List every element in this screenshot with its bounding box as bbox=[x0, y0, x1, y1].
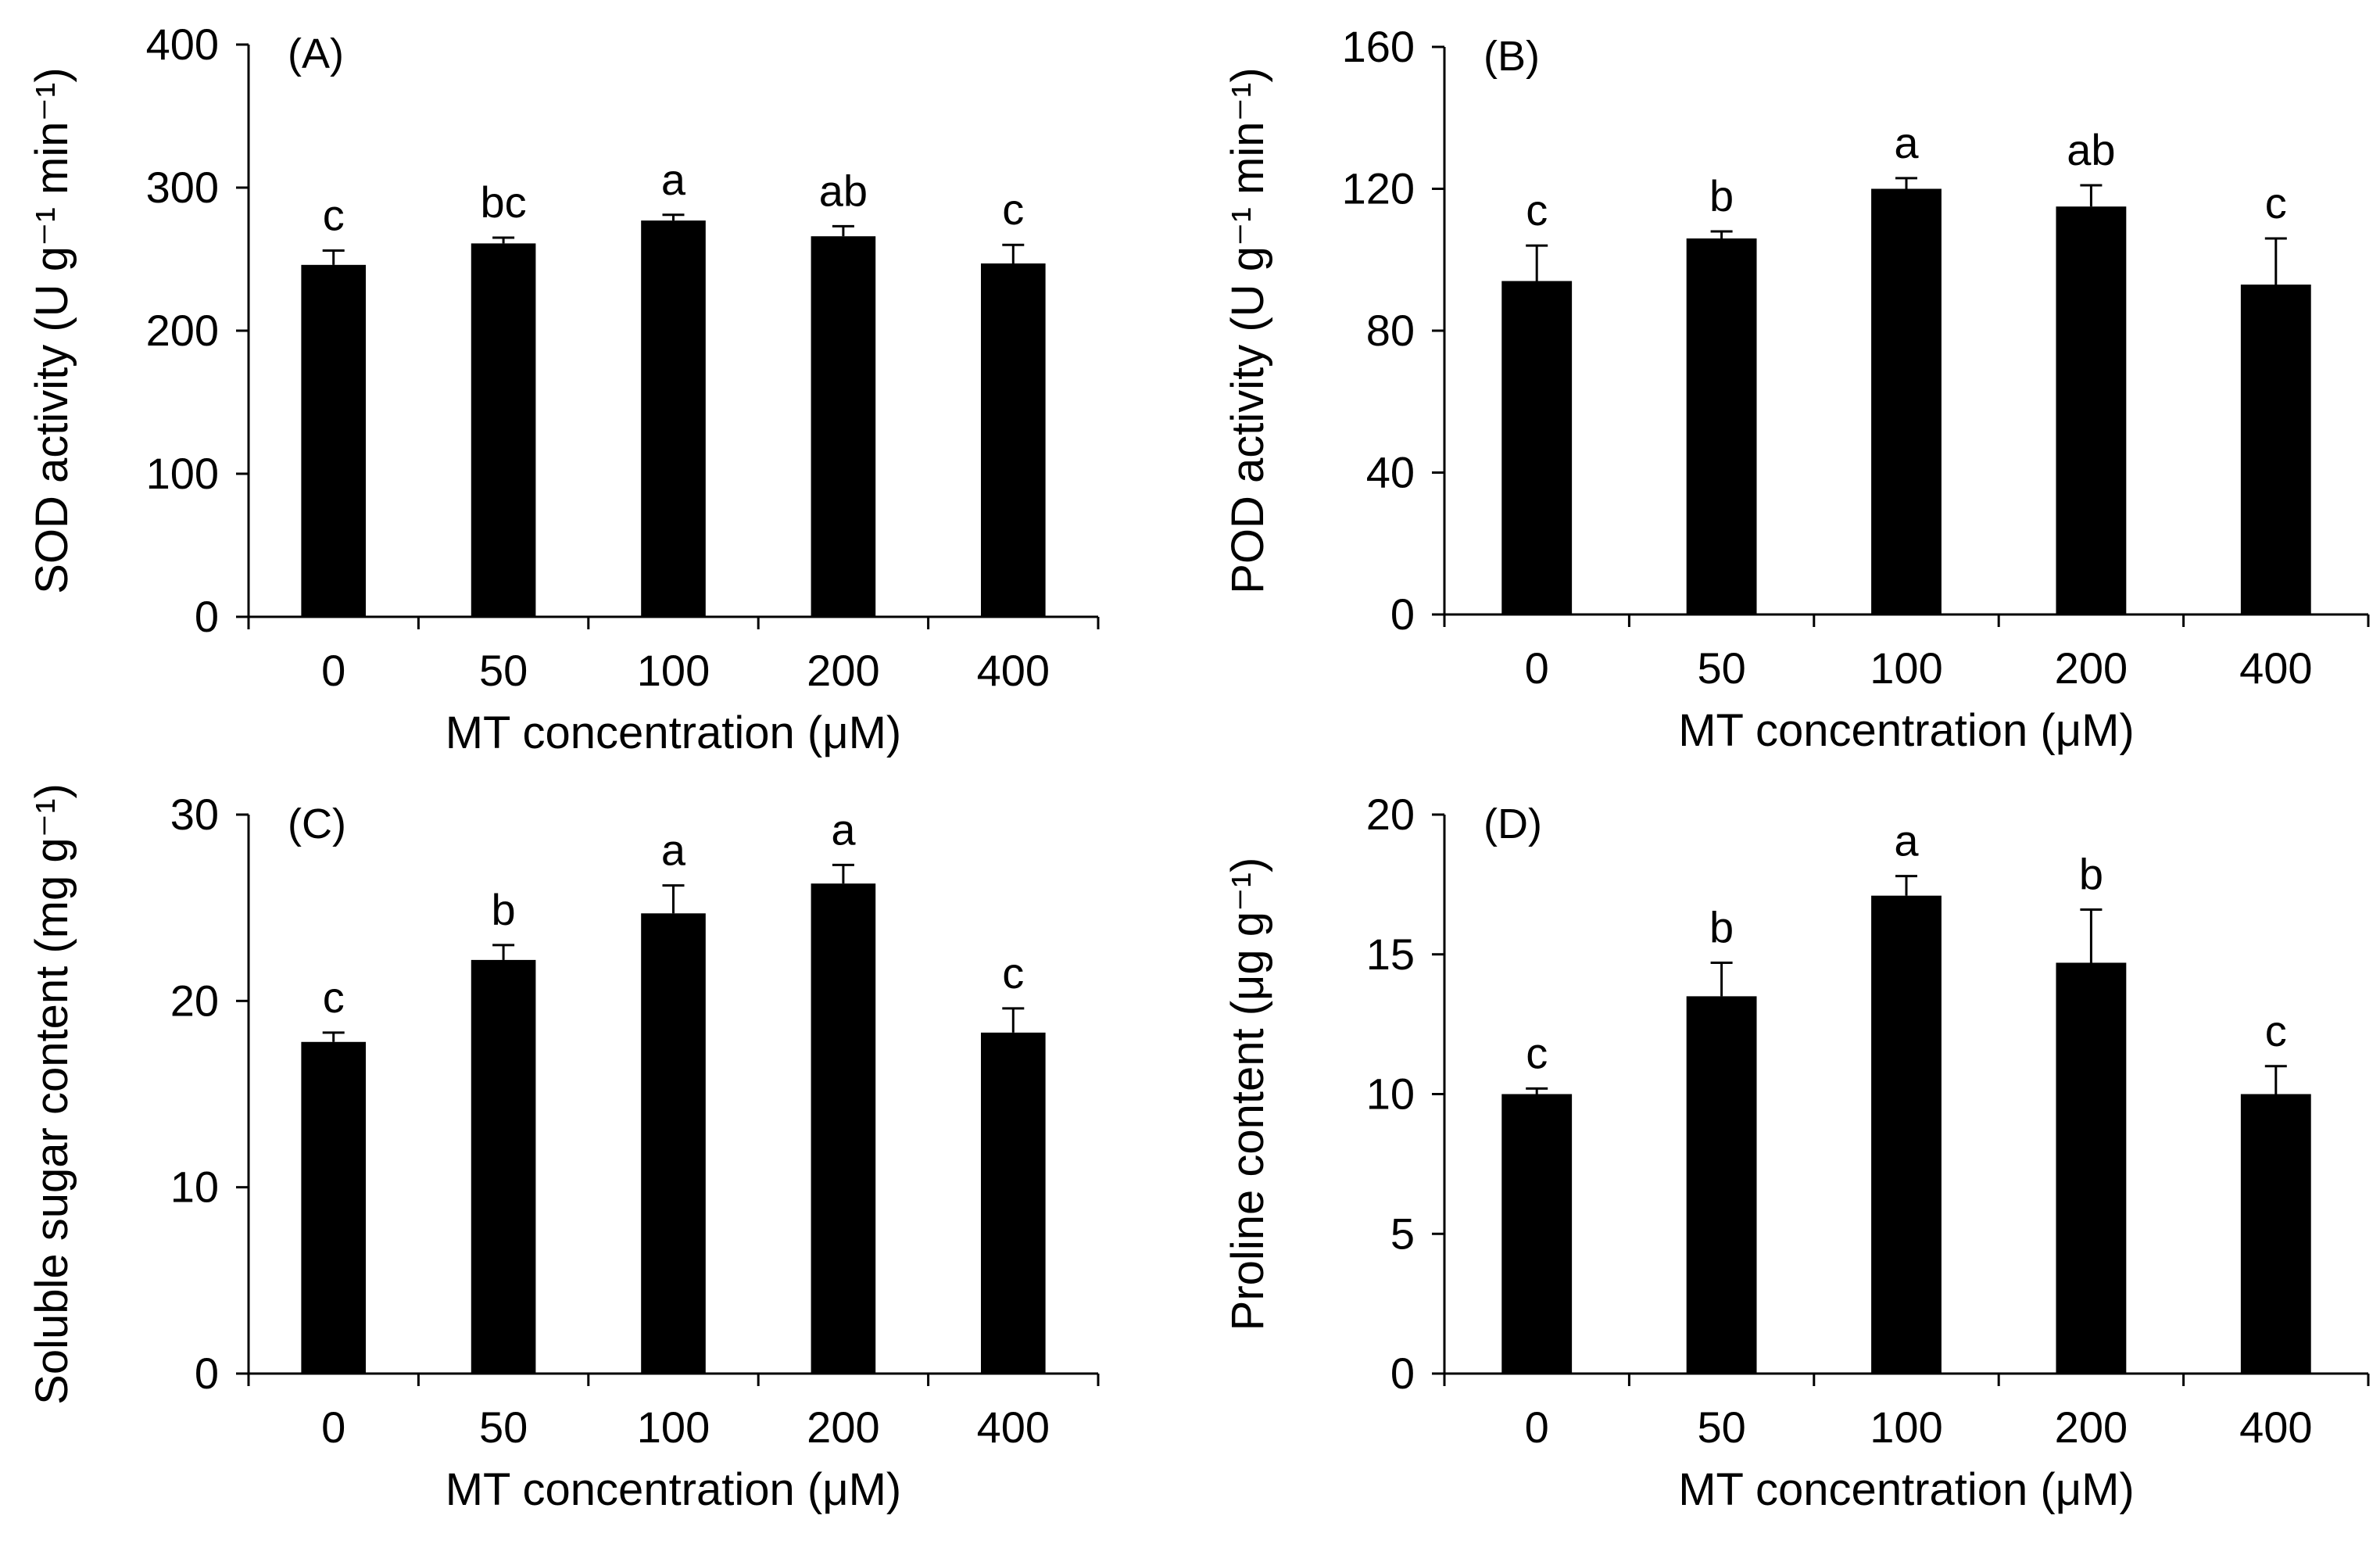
y-tick-label: 20 bbox=[1366, 790, 1415, 839]
significance-label: b bbox=[2079, 850, 2103, 899]
y-axis-title: Soluble sugar content (mg g⁻¹) bbox=[27, 783, 77, 1405]
x-tick-label: 50 bbox=[1697, 643, 1745, 693]
chart-panel-3: 0 10 20 30 c 0 b 50 a 100 a 200 c 400 MT concentration… bbox=[27, 783, 1100, 1515]
y-tick-label: 10 bbox=[1366, 1069, 1415, 1119]
y-tick-label: 30 bbox=[170, 790, 219, 839]
significance-label: ab bbox=[2067, 125, 2115, 174]
bar bbox=[811, 236, 876, 617]
y-tick-label: 160 bbox=[1342, 22, 1415, 71]
y-tick-label: 400 bbox=[146, 20, 219, 69]
bar bbox=[980, 263, 1046, 617]
significance-label: c bbox=[323, 973, 345, 1022]
x-tick-label: 50 bbox=[1697, 1402, 1745, 1452]
y-tick-label: 0 bbox=[1390, 589, 1415, 639]
y-axis-title: SOD activity (U g⁻¹ min⁻¹) bbox=[27, 67, 77, 594]
y-tick-label: 40 bbox=[1366, 448, 1415, 497]
significance-label: b bbox=[1709, 171, 1734, 220]
x-tick-label: 400 bbox=[977, 1402, 1050, 1452]
significance-label: b bbox=[492, 885, 516, 934]
x-tick-label: 100 bbox=[637, 646, 710, 695]
significance-label: c bbox=[1002, 184, 1024, 234]
significance-label: c bbox=[1526, 185, 1548, 235]
y-tick-label: 80 bbox=[1366, 306, 1415, 355]
x-tick-label: 200 bbox=[807, 1402, 879, 1452]
chart-panel-1: 0 100 200 300 400 c 0 bc 50 a 100 ab 200 c 400 MT conce… bbox=[27, 20, 1100, 758]
panel-label: (C) bbox=[288, 801, 346, 847]
significance-label: b bbox=[1709, 902, 1734, 951]
x-tick-label: 400 bbox=[977, 646, 1050, 695]
bar bbox=[811, 883, 876, 1374]
y-tick-label: 100 bbox=[146, 449, 219, 498]
bar bbox=[1501, 1094, 1573, 1374]
x-tick-label: 0 bbox=[1525, 1402, 1549, 1452]
bar bbox=[471, 243, 536, 617]
significance-label: c bbox=[2265, 178, 2287, 227]
x-tick-label: 0 bbox=[1525, 643, 1549, 693]
significance-label: bc bbox=[481, 177, 527, 227]
panel-label: (A) bbox=[288, 30, 344, 77]
y-tick-label: 5 bbox=[1390, 1209, 1415, 1258]
bar bbox=[1871, 188, 1942, 614]
y-tick-label: 300 bbox=[146, 163, 219, 212]
x-tick-label: 50 bbox=[479, 1402, 528, 1452]
bar bbox=[641, 913, 706, 1374]
bar bbox=[301, 1041, 367, 1374]
y-tick-label: 15 bbox=[1366, 930, 1415, 979]
bar bbox=[2056, 206, 2127, 614]
x-tick-label: 400 bbox=[2239, 1402, 2312, 1452]
significance-label: a bbox=[1894, 118, 1919, 167]
bar bbox=[2056, 962, 2127, 1374]
y-tick-label: 0 bbox=[1390, 1349, 1415, 1398]
bar bbox=[2240, 285, 2311, 614]
x-tick-label: 0 bbox=[321, 1402, 345, 1452]
significance-label: a bbox=[661, 155, 686, 204]
panel-label: (D) bbox=[1483, 801, 1542, 847]
x-tick-label: 100 bbox=[637, 1402, 710, 1452]
y-axis-title: POD activity (U g⁻¹ min⁻¹) bbox=[1222, 67, 1273, 594]
significance-label: c bbox=[2265, 1006, 2287, 1055]
x-axis-title: MT concentration (μM) bbox=[446, 708, 902, 758]
x-tick-label: 50 bbox=[479, 646, 528, 695]
bar bbox=[1871, 895, 1942, 1374]
bar bbox=[471, 959, 536, 1374]
x-tick-label: 200 bbox=[2055, 643, 2128, 693]
x-axis-title: MT concentration (μM) bbox=[1678, 1464, 2135, 1515]
y-tick-label: 10 bbox=[170, 1162, 219, 1212]
x-axis-title: MT concentration (μM) bbox=[1678, 705, 2135, 756]
x-tick-label: 100 bbox=[1870, 643, 1942, 693]
significance-label: ab bbox=[819, 166, 868, 215]
significance-label: c bbox=[1002, 948, 1024, 998]
x-tick-label: 0 bbox=[321, 646, 345, 695]
y-tick-label: 20 bbox=[170, 976, 219, 1025]
bar bbox=[2240, 1094, 2311, 1374]
significance-label: a bbox=[661, 826, 686, 875]
chart-panel-4: 0 5 10 15 20 c 0 b 50 a 100 b 200 c 400 MT concentratio… bbox=[1222, 790, 2370, 1515]
bar bbox=[641, 220, 706, 617]
significance-label: a bbox=[1894, 816, 1919, 865]
y-tick-label: 0 bbox=[195, 1349, 219, 1398]
y-tick-label: 0 bbox=[195, 592, 219, 641]
x-tick-label: 100 bbox=[1870, 1402, 1942, 1452]
panel-label: (B) bbox=[1483, 33, 1540, 80]
significance-label: a bbox=[831, 804, 856, 854]
bar bbox=[1501, 281, 1573, 614]
bar bbox=[980, 1032, 1046, 1374]
bar bbox=[1686, 996, 1757, 1374]
significance-label: c bbox=[323, 191, 345, 240]
chart-panel-2: 0 40 80 120 160 c 0 b 50 a 100 ab 200 c 400 MT concentr… bbox=[1222, 22, 2370, 756]
y-tick-label: 200 bbox=[146, 306, 219, 355]
x-tick-label: 200 bbox=[807, 646, 879, 695]
x-axis-title: MT concentration (μM) bbox=[446, 1464, 902, 1515]
bar bbox=[301, 264, 367, 617]
x-tick-label: 400 bbox=[2239, 643, 2312, 693]
x-tick-label: 200 bbox=[2055, 1402, 2128, 1452]
bar bbox=[1686, 238, 1757, 614]
y-axis-title: Proline content (μg g⁻¹) bbox=[1222, 858, 1273, 1331]
y-tick-label: 120 bbox=[1342, 164, 1415, 213]
significance-label: c bbox=[1526, 1028, 1548, 1077]
